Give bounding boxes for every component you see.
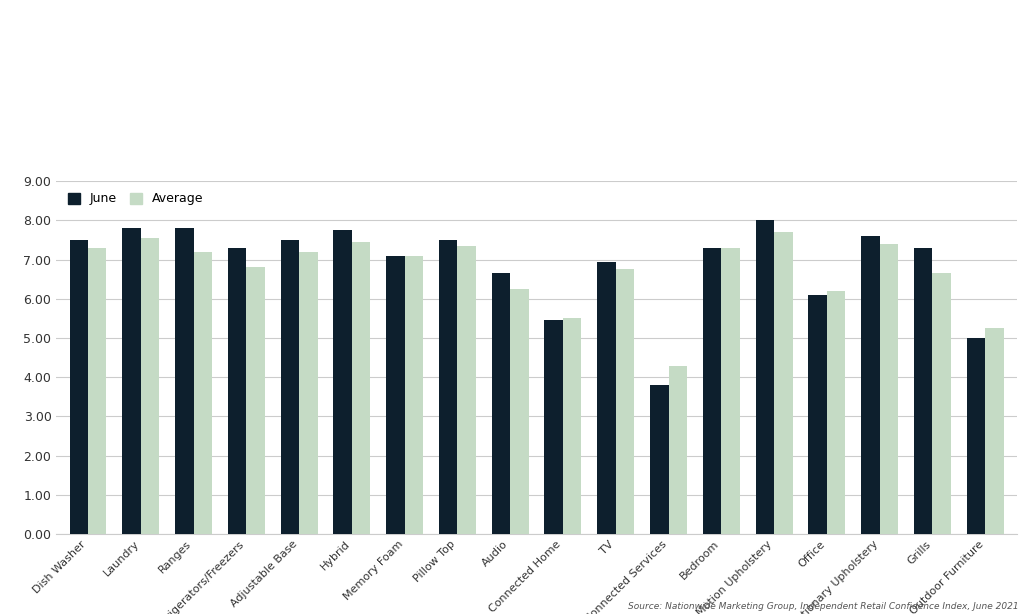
Text: nationwide: nationwide — [412, 38, 503, 56]
Bar — [826, 291, 845, 534]
Bar — [861, 236, 880, 534]
Bar — [967, 338, 985, 534]
Bar — [808, 295, 826, 534]
Bar — [458, 246, 476, 534]
Text: June vs. Lifetime Average: June vs. Lifetime Average — [538, 109, 998, 141]
Bar — [669, 365, 687, 534]
Bar — [247, 268, 265, 534]
Text: Product Confidence: Product Confidence — [645, 45, 998, 76]
Bar — [933, 273, 951, 534]
Bar — [510, 289, 528, 534]
Bar — [281, 240, 299, 534]
Bar — [913, 248, 933, 534]
Bar — [439, 240, 458, 534]
Legend: June, Average: June, Average — [62, 187, 209, 211]
Bar — [650, 385, 669, 534]
Bar — [597, 262, 615, 534]
Bar — [386, 255, 404, 534]
Text: marketing: marketing — [412, 80, 497, 98]
Bar — [175, 228, 194, 534]
Text: group: group — [412, 123, 460, 141]
Bar — [334, 230, 352, 534]
Bar — [756, 220, 774, 534]
Bar — [721, 248, 739, 534]
Bar — [299, 252, 317, 534]
Bar — [194, 252, 212, 534]
Bar — [122, 228, 140, 534]
Bar — [404, 255, 423, 534]
Bar — [702, 248, 721, 534]
Bar — [545, 321, 563, 534]
Bar — [880, 244, 898, 534]
Bar — [985, 328, 1004, 534]
Text: Source: Nationwide Marketing Group, Independent Retail Confidence Index, June 20: Source: Nationwide Marketing Group, Inde… — [629, 602, 1019, 611]
Bar — [140, 238, 159, 534]
Bar — [70, 240, 88, 534]
Bar — [774, 232, 793, 534]
Bar — [352, 242, 371, 534]
Bar — [615, 270, 634, 534]
Bar — [492, 273, 510, 534]
Bar — [88, 248, 106, 534]
Bar — [563, 319, 582, 534]
Bar — [227, 248, 247, 534]
